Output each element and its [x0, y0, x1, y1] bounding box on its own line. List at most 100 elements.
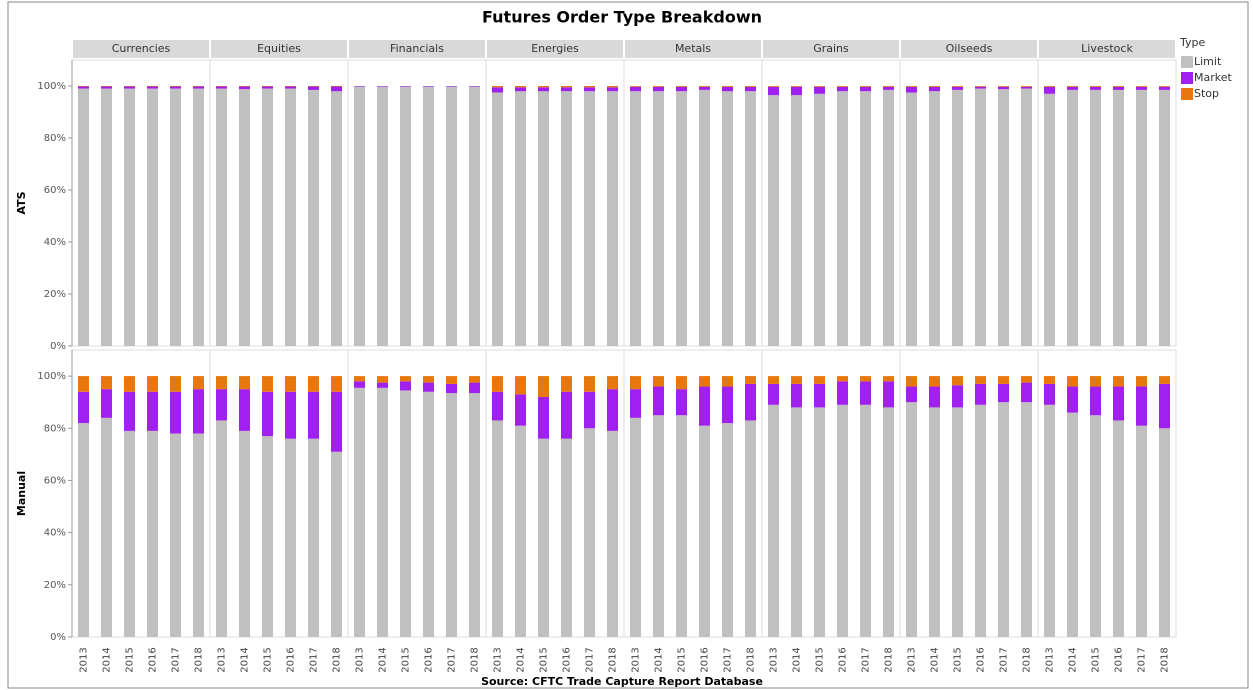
- bar-segment: [262, 86, 273, 89]
- bar-segment: [929, 86, 940, 87]
- bar-segment: [515, 394, 526, 426]
- bar-segment: [1067, 386, 1078, 413]
- bar-segment: [170, 376, 181, 392]
- bar-segment: [262, 86, 273, 87]
- y-tick-label: 40%: [44, 237, 66, 248]
- bar-segment: [607, 376, 618, 390]
- x-tick-label: 2014: [240, 647, 251, 672]
- bar-segment: [929, 386, 940, 408]
- x-tick-label: 2016: [838, 647, 849, 672]
- bar-segment: [78, 88, 89, 346]
- bar-segment: [193, 86, 204, 87]
- bar-segment: [584, 391, 595, 429]
- bar-segment: [561, 438, 572, 637]
- bar-segment: [1113, 86, 1124, 87]
- bar-segment: [676, 376, 687, 390]
- bar-segment: [354, 86, 365, 87]
- bar-segment: [1113, 420, 1124, 637]
- bar-segment: [331, 451, 342, 637]
- bar-segment: [584, 87, 595, 92]
- bar-segment: [469, 382, 480, 394]
- bar-segment: [193, 376, 204, 390]
- x-tick-label: 2015: [401, 647, 412, 672]
- bar-segment: [653, 91, 664, 346]
- x-tick-label: 2014: [516, 647, 527, 672]
- bar-segment: [1067, 86, 1078, 90]
- bar-segment: [1044, 86, 1055, 87]
- bar-segment: [1159, 383, 1170, 429]
- bar-segment: [883, 407, 894, 637]
- y-tick-label: 20%: [44, 580, 66, 591]
- bar-segment: [400, 86, 411, 87]
- bar-segment: [1044, 93, 1055, 346]
- bar-segment: [515, 86, 526, 88]
- facet-header: [763, 40, 899, 58]
- x-tick-label: 2015: [677, 647, 688, 672]
- bar-segment: [722, 376, 733, 387]
- bar-segment: [630, 389, 641, 418]
- facet-label: Oilseeds: [946, 42, 993, 55]
- bar-segment: [837, 381, 848, 405]
- x-tick-label: 2018: [608, 647, 619, 672]
- bar-segment: [676, 389, 687, 416]
- bar-segment: [170, 86, 181, 89]
- bar-segment: [1021, 86, 1032, 89]
- bar-segment: [515, 425, 526, 637]
- bar-segment: [699, 86, 710, 87]
- facet-label: Energies: [531, 42, 579, 55]
- facet-label: Livestock: [1081, 42, 1133, 55]
- bar-segment: [1090, 89, 1101, 347]
- bar-segment: [285, 438, 296, 637]
- bar-segment: [860, 91, 871, 346]
- bar-segment: [331, 391, 342, 452]
- bar-segment: [538, 91, 549, 346]
- x-tick-label: 2014: [102, 647, 113, 672]
- bar-segment: [745, 86, 756, 92]
- bar-segment: [883, 376, 894, 382]
- bar-segment: [170, 433, 181, 637]
- bar-segment: [998, 89, 1009, 347]
- bar-segment: [745, 86, 756, 87]
- bar-segment: [216, 376, 227, 390]
- bar-segment: [929, 407, 940, 637]
- bar-segment: [814, 376, 825, 384]
- bar-segment: [1021, 376, 1032, 383]
- bar-segment: [653, 86, 664, 87]
- bar-segment: [998, 86, 1009, 87]
- x-tick-label: 2018: [332, 647, 343, 672]
- bar-segment: [676, 415, 687, 637]
- bar-segment: [1067, 89, 1078, 347]
- bar-segment: [1021, 86, 1032, 87]
- bar-segment: [883, 89, 894, 347]
- x-tick-label: 2018: [1022, 647, 1033, 672]
- bar-segment: [1159, 428, 1170, 637]
- bar-segment: [308, 89, 319, 347]
- bar-segment: [469, 376, 480, 383]
- bar-segment: [561, 91, 572, 346]
- bar-segment: [653, 86, 664, 92]
- bar-segment: [952, 376, 963, 386]
- bar-segment: [446, 86, 457, 347]
- bar-segment: [699, 425, 710, 637]
- bar-segment: [1044, 376, 1055, 384]
- bar-segment: [354, 387, 365, 637]
- bar-segment: [607, 430, 618, 637]
- bar-segment: [469, 86, 480, 347]
- bar-segment: [722, 423, 733, 637]
- bar-segment: [147, 88, 158, 346]
- bar-segment: [400, 86, 411, 347]
- bar-segment: [768, 404, 779, 637]
- bar-segment: [331, 86, 342, 92]
- bar-segment: [883, 86, 894, 87]
- x-tick-label: 2018: [470, 647, 481, 672]
- bar-segment: [837, 86, 848, 87]
- y-tick-label: 80%: [44, 133, 66, 144]
- bar-segment: [1021, 88, 1032, 346]
- bar-segment: [768, 376, 779, 384]
- bar-segment: [308, 86, 319, 90]
- x-tick-label: 2013: [79, 647, 90, 672]
- bar-segment: [446, 86, 457, 87]
- bar-segment: [722, 91, 733, 346]
- bar-segment: [1136, 86, 1147, 90]
- bar-segment: [1090, 86, 1101, 90]
